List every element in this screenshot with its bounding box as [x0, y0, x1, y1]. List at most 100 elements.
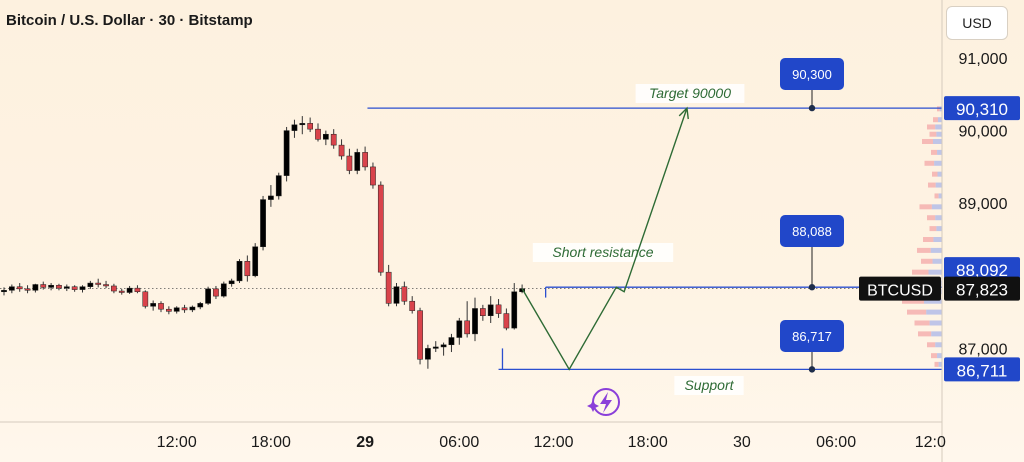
candle-body — [95, 282, 102, 285]
candle-body — [87, 282, 94, 287]
level-note: Support — [684, 377, 734, 393]
axis-price-text: 90,310 — [956, 100, 1008, 119]
profile-bar-sell — [934, 193, 939, 199]
projection-arrowhead — [678, 106, 689, 120]
candle-body — [401, 286, 408, 302]
candle-body — [385, 271, 392, 304]
currency-selector[interactable]: USD — [946, 6, 1008, 40]
candle-body — [370, 166, 376, 186]
candle-body — [464, 320, 470, 335]
candle-body — [197, 303, 204, 308]
last-price-text: 87,823 — [956, 281, 1008, 300]
profile-bar-buy — [931, 204, 942, 210]
candle-body — [189, 306, 196, 311]
profile-bar-sell — [922, 138, 933, 144]
candle-body — [330, 133, 337, 146]
profile-bar-buy — [932, 258, 942, 264]
projection-path — [521, 107, 688, 371]
profile-bar-buy — [930, 247, 942, 253]
level-badge — [780, 320, 844, 352]
profile-bar-buy — [934, 160, 942, 166]
candle-body — [480, 308, 486, 316]
profile-bar-buy — [928, 269, 942, 275]
candle-body — [425, 348, 431, 360]
candle-body — [307, 123, 313, 130]
x-tick-label: 29 — [356, 434, 374, 451]
level-badge-text: 90,300 — [792, 67, 832, 82]
axis-price-label — [944, 96, 1020, 121]
candle-body — [432, 346, 439, 349]
candle-body — [32, 284, 39, 291]
profile-bar-buy — [937, 353, 942, 359]
level-badge-text: 86,717 — [792, 329, 832, 344]
candle-body — [9, 286, 15, 291]
profile-bar-buy — [935, 124, 942, 130]
candle-body — [323, 133, 329, 140]
profile-bar-buy — [935, 342, 942, 348]
candle-body — [338, 144, 345, 157]
profile-bar-sell — [902, 298, 924, 304]
profile-bar-buy — [926, 309, 942, 315]
volume-profile — [897, 106, 942, 367]
profile-bar-sell — [934, 361, 939, 367]
candle-body — [511, 291, 518, 329]
profile-bar-sell — [919, 204, 932, 210]
profile-bar-sell — [912, 269, 929, 275]
candle-body — [275, 175, 282, 197]
candle-body — [260, 199, 266, 248]
axis-price-label — [944, 257, 1020, 282]
candle-body — [315, 128, 321, 140]
profile-bar-buy — [938, 361, 942, 367]
candlesticks — [1, 116, 525, 369]
candle-body — [291, 124, 298, 131]
x-tick-label: 18:00 — [628, 434, 668, 451]
badge-anchor — [808, 283, 816, 291]
level-badge — [780, 58, 844, 90]
profile-bar-sell — [927, 342, 936, 348]
profile-bar-buy — [938, 193, 942, 199]
x-tick-label: 12:00 — [533, 434, 573, 451]
profile-bar-sell — [929, 226, 937, 232]
profile-bar-sell — [927, 215, 936, 221]
profile-bar-sell — [927, 124, 936, 130]
candle-body — [158, 303, 164, 310]
profile-bar-buy — [939, 106, 942, 112]
candle-body — [440, 344, 447, 348]
profile-bar-sell — [931, 353, 938, 359]
candle-body — [126, 287, 133, 293]
candle-body — [495, 304, 502, 314]
candle-body — [448, 337, 455, 346]
candle-body — [205, 288, 211, 304]
candle-body — [456, 320, 463, 338]
candle-body — [377, 184, 384, 273]
profile-bar-buy — [935, 215, 942, 221]
candle-body — [1, 290, 7, 293]
x-tick-label: 12:00 — [157, 434, 197, 451]
icon-sparkle — [587, 400, 599, 412]
profile-bar-sell — [914, 320, 930, 326]
profile-bar-sell — [933, 117, 938, 123]
x-tick-label: 12:0 — [915, 434, 946, 451]
last-price-label — [944, 276, 1020, 301]
profile-bar-buy — [935, 182, 942, 188]
profile-bar-sell — [932, 171, 938, 177]
candle-body — [244, 261, 251, 277]
profile-bar-sell — [921, 258, 933, 264]
x-tick-label: 18:00 — [251, 434, 291, 451]
x-tick-label: 30 — [733, 434, 751, 451]
y-tick-label: 89,000 — [959, 196, 1008, 213]
candle-body — [393, 286, 400, 304]
axis-price-label — [944, 357, 1020, 382]
profile-bar-sell — [907, 309, 927, 315]
candle-body — [213, 288, 219, 297]
candle-body — [503, 313, 510, 329]
profile-bar-sell — [924, 160, 935, 166]
candle-body — [354, 152, 361, 171]
x-tick-label: 06:00 — [816, 434, 856, 451]
profile-bar-sell — [929, 131, 937, 137]
candle-body — [236, 261, 243, 282]
candle-body — [24, 288, 31, 291]
candle-body — [299, 123, 306, 126]
